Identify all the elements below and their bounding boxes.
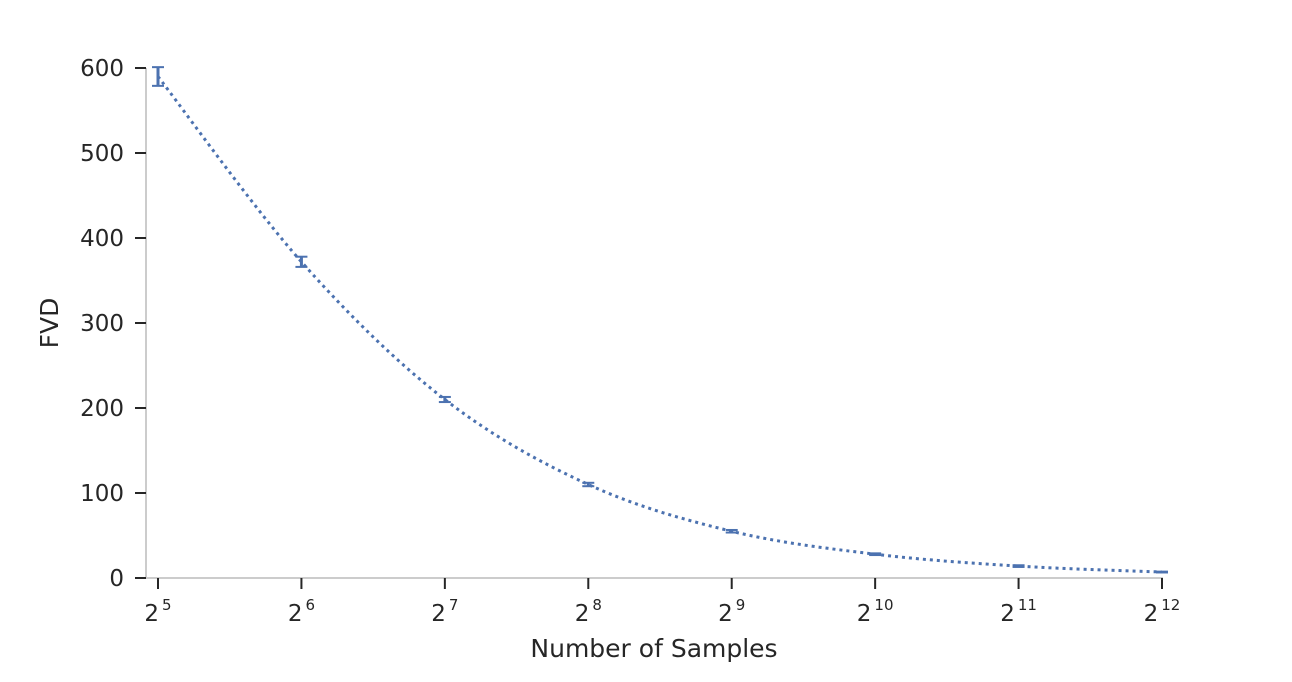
y-tick-label: 300 — [80, 311, 124, 337]
y-tick-label: 0 — [109, 566, 124, 592]
y-axis-title: FVD — [35, 298, 64, 349]
y-tick-label: 400 — [80, 226, 124, 252]
y-tick-label: 200 — [80, 396, 124, 422]
plot-area: 0 100 200 300 400 500 600 2 5 2 6 2 7 2 8 2 9 2 10 2 11 2 12 — [80, 56, 1180, 627]
y-tick-label: 100 — [80, 481, 124, 507]
x-axis-title: Number of Samples — [530, 634, 777, 663]
x-tick-label: 2 10 — [857, 596, 894, 627]
y-tick-label: 500 — [80, 141, 124, 167]
x-axis-ticks: 2 5 2 6 2 7 2 8 2 9 2 10 2 11 2 12 — [144, 578, 1180, 627]
series-layer — [152, 66, 1168, 574]
series-line — [156, 75, 1163, 574]
y-axis-ticks: 0 100 200 300 400 500 600 — [80, 56, 146, 592]
x-tick-label: 2 12 — [1144, 596, 1181, 627]
y-tick-label: 600 — [80, 56, 124, 82]
x-tick-label: 2 11 — [1000, 596, 1037, 627]
